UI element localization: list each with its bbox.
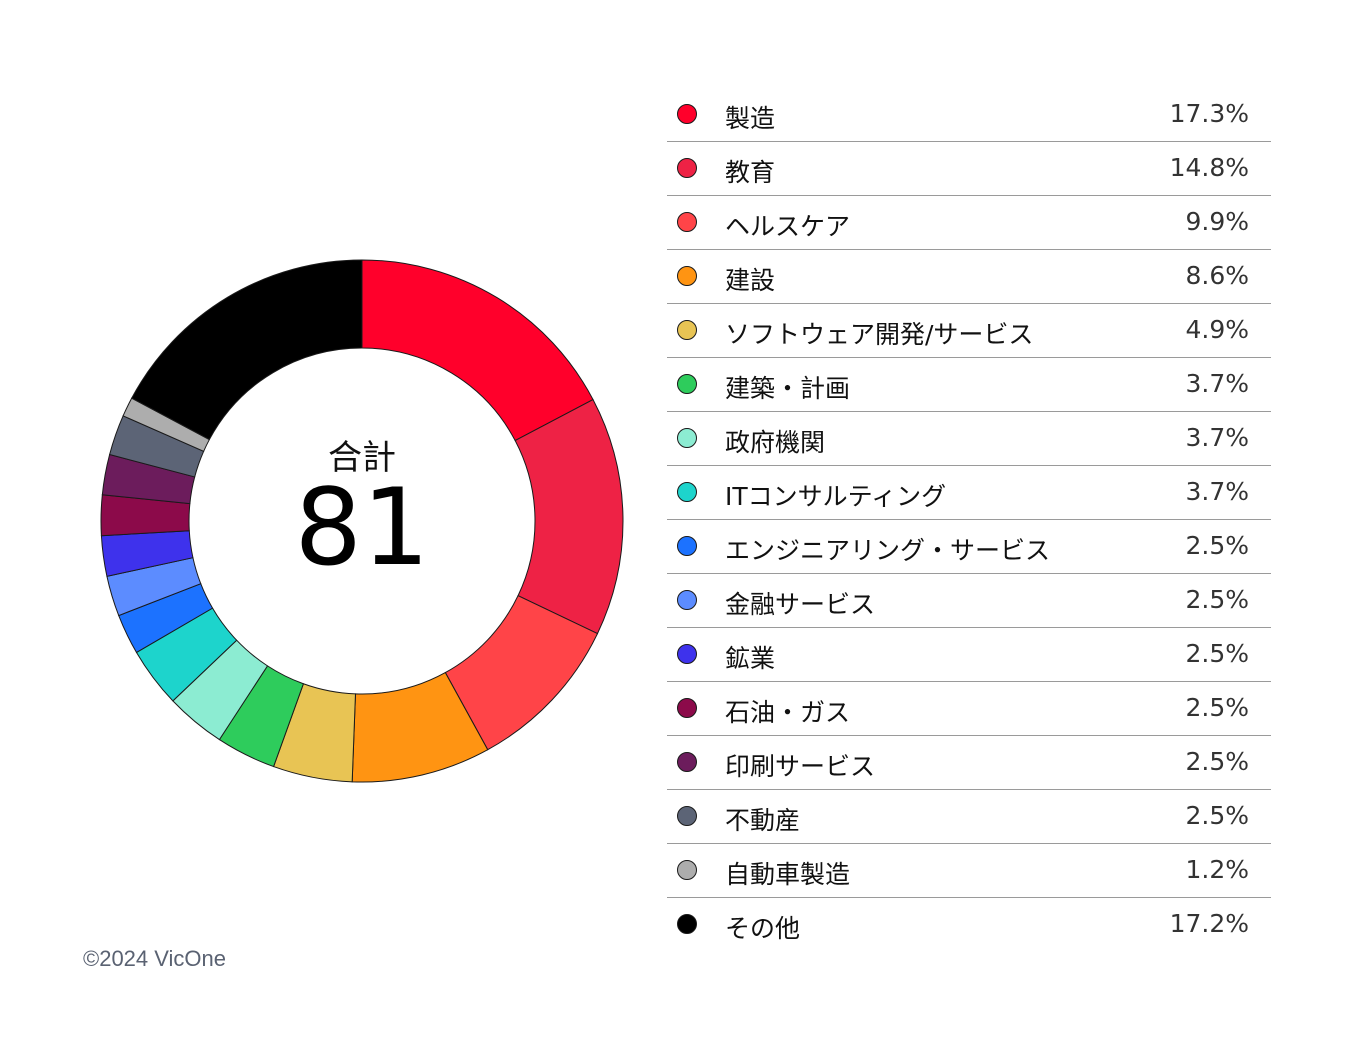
legend-percent: 2.5% bbox=[1185, 747, 1249, 776]
legend-item: 教育 14.8% bbox=[667, 142, 1271, 196]
legend-item: 建築・計画 3.7% bbox=[667, 358, 1271, 412]
legend-swatch bbox=[677, 536, 697, 556]
legend-item: 鉱業 2.5% bbox=[667, 628, 1271, 682]
total-label: 合計 bbox=[328, 438, 396, 478]
legend-percent: 2.5% bbox=[1185, 801, 1249, 830]
legend-swatch bbox=[677, 374, 697, 394]
legend-swatch bbox=[677, 806, 697, 826]
legend-label: 印刷サービス bbox=[725, 752, 876, 781]
legend-swatch bbox=[677, 752, 697, 772]
legend-label: エンジニアリング・サービス bbox=[725, 536, 1051, 565]
legend-item: ヘルスケア 9.9% bbox=[667, 196, 1271, 250]
donut-slice bbox=[514, 398, 624, 635]
legend-item: 自動車製造 1.2% bbox=[667, 844, 1271, 898]
legend-swatch bbox=[677, 428, 697, 448]
legend-percent: 8.6% bbox=[1185, 261, 1249, 290]
legend-percent: 3.7% bbox=[1185, 477, 1249, 506]
legend-swatch bbox=[677, 266, 697, 286]
legend-percent: 3.7% bbox=[1185, 423, 1249, 452]
legend-item: エンジニアリング・サービス 2.5% bbox=[667, 520, 1271, 574]
donut-slice bbox=[131, 259, 363, 441]
legend-swatch bbox=[677, 698, 697, 718]
legend-percent: 17.3% bbox=[1169, 99, 1249, 128]
legend-item: ITコンサルティング 3.7% bbox=[667, 466, 1271, 520]
copyright: ©2024 VicOne bbox=[83, 946, 227, 971]
legend-item: その他 17.2% bbox=[667, 898, 1271, 951]
legend-swatch bbox=[677, 212, 697, 232]
legend-label: 石油・ガス bbox=[725, 698, 851, 727]
legend-item: 金融サービス 2.5% bbox=[667, 574, 1271, 628]
legend-label: 建築・計画 bbox=[725, 374, 851, 403]
legend-percent: 2.5% bbox=[1185, 585, 1249, 614]
legend-percent: 2.5% bbox=[1185, 639, 1249, 668]
legend-label: 建設 bbox=[725, 266, 776, 295]
legend-item: 石油・ガス 2.5% bbox=[667, 682, 1271, 736]
legend-label: 政府機関 bbox=[725, 428, 826, 457]
legend-swatch bbox=[677, 644, 697, 664]
legend-item: 不動産 2.5% bbox=[667, 790, 1271, 844]
legend-swatch bbox=[677, 320, 697, 340]
legend-label: 鉱業 bbox=[725, 644, 776, 673]
legend-item: ソフトウェア開発/サービス 4.9% bbox=[667, 304, 1271, 358]
donut-chart bbox=[100, 259, 624, 783]
legend: 製造 17.3% 教育 14.8% ヘルスケア 9.9% 建設 8.6% ソフトウェア開発/サー… bbox=[667, 88, 1271, 951]
legend-label: ITコンサルティング bbox=[725, 482, 947, 511]
legend-percent: 4.9% bbox=[1185, 315, 1249, 344]
total-value: 81 bbox=[294, 466, 430, 589]
legend-label: ソフトウェア開発/サービス bbox=[725, 320, 1034, 349]
legend-item: 印刷サービス 2.5% bbox=[667, 736, 1271, 790]
legend-percent: 3.7% bbox=[1185, 369, 1249, 398]
legend-label: 製造 bbox=[725, 104, 776, 133]
legend-swatch bbox=[677, 590, 697, 610]
legend-label: その他 bbox=[725, 914, 801, 943]
legend-label: ヘルスケア bbox=[725, 212, 851, 241]
legend-percent: 9.9% bbox=[1185, 207, 1249, 236]
legend-percent: 14.8% bbox=[1169, 153, 1249, 182]
legend-label: 自動車製造 bbox=[725, 860, 851, 889]
legend-swatch bbox=[677, 914, 697, 934]
legend-swatch bbox=[677, 158, 697, 178]
legend-swatch bbox=[677, 104, 697, 124]
donut-slice bbox=[361, 259, 594, 442]
legend-percent: 1.2% bbox=[1185, 855, 1249, 884]
legend-item: 製造 17.3% bbox=[667, 88, 1271, 142]
legend-swatch bbox=[677, 860, 697, 880]
legend-percent: 17.2% bbox=[1169, 909, 1249, 938]
legend-label: 金融サービス bbox=[725, 590, 876, 619]
legend-swatch bbox=[677, 482, 697, 502]
legend-label: 不動産 bbox=[725, 806, 801, 835]
legend-item: 建設 8.6% bbox=[667, 250, 1271, 304]
legend-percent: 2.5% bbox=[1185, 693, 1249, 722]
legend-item: 政府機関 3.7% bbox=[667, 412, 1271, 466]
legend-percent: 2.5% bbox=[1185, 531, 1249, 560]
legend-label: 教育 bbox=[725, 158, 776, 187]
